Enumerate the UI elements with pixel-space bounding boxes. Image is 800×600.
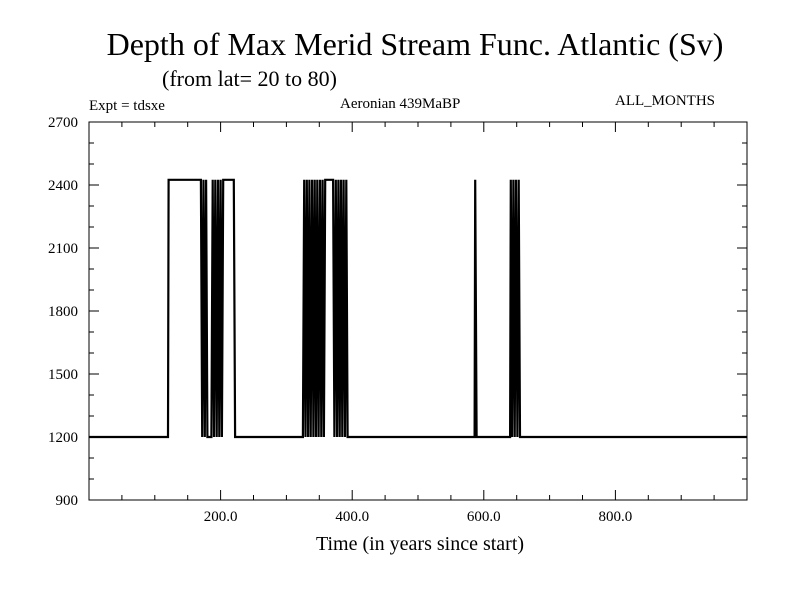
axis-ticks: [89, 122, 747, 500]
x-tick-label: 600.0: [467, 509, 501, 525]
x-tick-label: 800.0: [599, 509, 633, 525]
y-tick-label: 900: [56, 493, 79, 509]
period-label: Aeronian 439MaBP: [340, 96, 461, 112]
x-tick-label: 400.0: [335, 509, 369, 525]
y-tick-label: 2100: [48, 241, 78, 257]
y-tick-label: 1500: [48, 367, 78, 383]
months-label: ALL_MONTHS: [615, 93, 715, 109]
series-line: [89, 178, 747, 439]
x-tick-label: 200.0: [204, 509, 238, 525]
y-tick-label: 2400: [48, 178, 78, 194]
chart-subtitle: (from lat= 20 to 80): [162, 66, 337, 91]
experiment-label: Expt = tdsxe: [89, 98, 165, 114]
y-tick-label: 1200: [48, 430, 78, 446]
y-tick-label: 1800: [48, 304, 78, 320]
axis-tick-labels: 200.0 400.0 600.0 800.0 900 1200 1500 1800 2100 2…: [48, 115, 632, 525]
y-tick-label: 2700: [48, 115, 78, 131]
chart-title: Depth of Max Merid Stream Func. Atlantic…: [106, 26, 724, 62]
series-group: [89, 178, 747, 439]
x-axis-label: Time (in years since start): [315, 533, 525, 555]
